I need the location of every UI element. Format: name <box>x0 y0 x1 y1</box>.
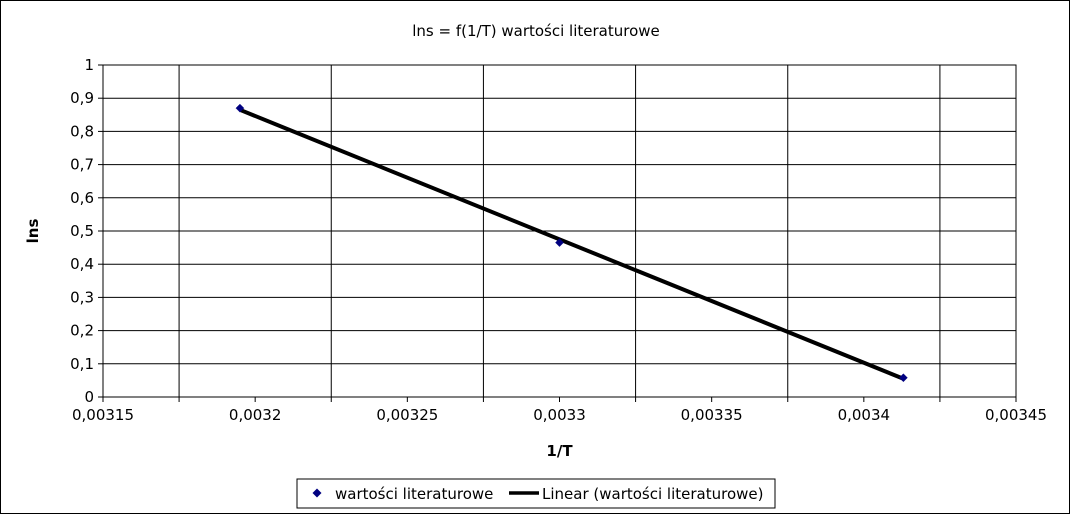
legend-entry-scatter: wartości literaturowe <box>335 485 493 503</box>
x-tick-label: 0,00325 <box>376 406 438 424</box>
y-tick-label: 0,3 <box>70 288 94 306</box>
x-tick-label: 0,00315 <box>72 406 134 424</box>
data-point <box>235 103 245 113</box>
y-tick-label: 0,6 <box>70 189 94 207</box>
legend-marker-diamond <box>312 488 322 498</box>
chart-title: lns = f(1/T) wartości literaturowe <box>412 22 660 40</box>
y-tick-label: 0,1 <box>70 355 94 373</box>
y-tick-label: 0,2 <box>70 322 94 340</box>
y-tick-label: 0,8 <box>70 122 94 140</box>
series-layer <box>235 103 908 383</box>
y-axis-label: lns <box>24 219 42 244</box>
y-tick-label: 1 <box>84 56 94 74</box>
y-tick-label: 0,5 <box>70 222 94 240</box>
y-tick-label: 0,4 <box>70 255 94 273</box>
grid-layer <box>103 64 1016 398</box>
trendline <box>239 107 905 381</box>
y-tick-label: 0,9 <box>70 89 94 107</box>
x-tick-label: 0,0034 <box>838 406 891 424</box>
x-tick-label: 0,00335 <box>681 406 743 424</box>
data-point <box>555 238 564 247</box>
tick-layer: 0 0,1 0,2 0,3 0,4 0,5 0,6 0,7 0,8 0,9 1 0,00315 0,00… <box>70 56 1047 424</box>
x-tick-label: 0,0032 <box>229 406 282 424</box>
x-axis-label: 1/T <box>546 442 573 460</box>
y-tick-label: 0 <box>84 388 94 406</box>
legend: wartości literaturowe Linear (wartości l… <box>296 478 776 509</box>
legend-entry-trendline: Linear (wartości literaturowe) <box>542 485 763 503</box>
x-tick-label: 0,0033 <box>533 406 586 424</box>
y-tick-label: 0,7 <box>70 156 94 174</box>
x-tick-label: 0,00345 <box>985 406 1047 424</box>
data-point <box>899 373 908 383</box>
